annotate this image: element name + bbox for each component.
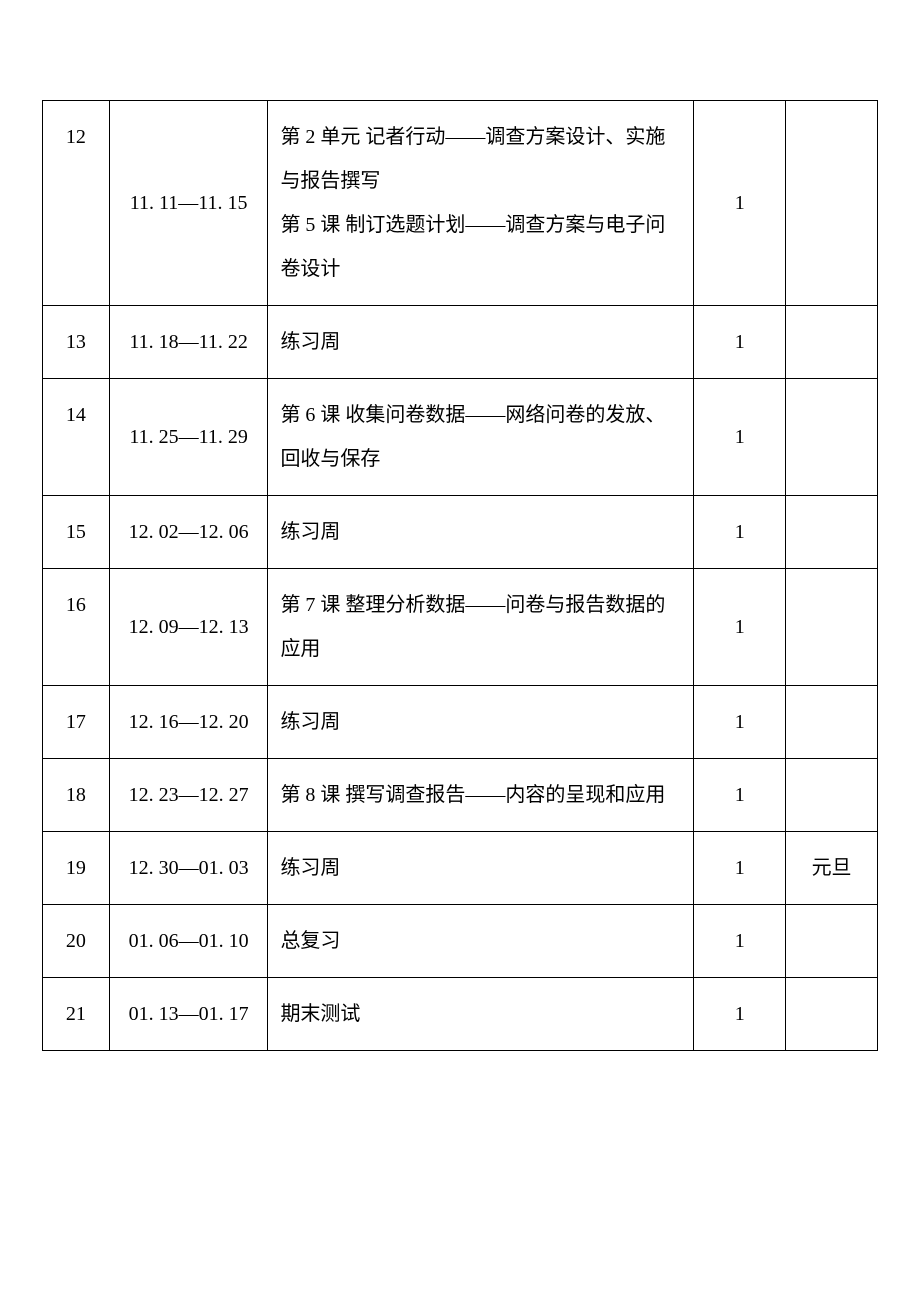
table-row: 12 11. 11—11. 15 第 2 单元 记者行动——调查方案设计、实施与… — [43, 101, 878, 306]
hours-cell: 1 — [694, 759, 786, 832]
hours-cell: 1 — [694, 496, 786, 569]
content-cell: 第 6 课 收集问卷数据——网络问卷的发放、回收与保存 — [268, 379, 694, 496]
content-cell: 第 7 课 整理分析数据——问卷与报告数据的应用 — [268, 569, 694, 686]
dates-cell: 12. 30—01. 03 — [109, 832, 268, 905]
hours-cell: 1 — [694, 686, 786, 759]
note-cell — [786, 306, 878, 379]
dates-cell: 12. 16—12. 20 — [109, 686, 268, 759]
table-row: 19 12. 30—01. 03 练习周 1 元旦 — [43, 832, 878, 905]
dates-cell: 01. 06—01. 10 — [109, 905, 268, 978]
table-row: 15 12. 02—12. 06 练习周 1 — [43, 496, 878, 569]
note-cell — [786, 379, 878, 496]
dates-cell: 12. 02—12. 06 — [109, 496, 268, 569]
hours-cell: 1 — [694, 978, 786, 1051]
dates-cell: 01. 13—01. 17 — [109, 978, 268, 1051]
hours-cell: 1 — [694, 905, 786, 978]
note-cell — [786, 686, 878, 759]
week-cell: 14 — [43, 379, 110, 496]
hours-cell: 1 — [694, 101, 786, 306]
content-cell: 练习周 — [268, 686, 694, 759]
week-cell: 15 — [43, 496, 110, 569]
table-row: 14 11. 25—11. 29 第 6 课 收集问卷数据——网络问卷的发放、回… — [43, 379, 878, 496]
content-cell: 练习周 — [268, 832, 694, 905]
hours-cell: 1 — [694, 832, 786, 905]
dates-cell: 11. 11—11. 15 — [109, 101, 268, 306]
content-cell: 第 2 单元 记者行动——调查方案设计、实施与报告撰写第 5 课 制订选题计划—… — [268, 101, 694, 306]
week-cell: 19 — [43, 832, 110, 905]
week-cell: 21 — [43, 978, 110, 1051]
note-cell: 元旦 — [786, 832, 878, 905]
week-cell: 17 — [43, 686, 110, 759]
week-cell: 13 — [43, 306, 110, 379]
dates-cell: 12. 09—12. 13 — [109, 569, 268, 686]
note-cell — [786, 759, 878, 832]
week-cell: 20 — [43, 905, 110, 978]
note-cell — [786, 496, 878, 569]
note-cell — [786, 569, 878, 686]
hours-cell: 1 — [694, 306, 786, 379]
note-cell — [786, 978, 878, 1051]
note-cell — [786, 101, 878, 306]
dates-cell: 12. 23—12. 27 — [109, 759, 268, 832]
schedule-table: 12 11. 11—11. 15 第 2 单元 记者行动——调查方案设计、实施与… — [42, 100, 878, 1051]
content-cell: 第 8 课 撰写调查报告——内容的呈现和应用 — [268, 759, 694, 832]
table-row: 13 11. 18—11. 22 练习周 1 — [43, 306, 878, 379]
week-cell: 16 — [43, 569, 110, 686]
dates-cell: 11. 18—11. 22 — [109, 306, 268, 379]
dates-cell: 11. 25—11. 29 — [109, 379, 268, 496]
note-cell — [786, 905, 878, 978]
hours-cell: 1 — [694, 569, 786, 686]
table-row: 16 12. 09—12. 13 第 7 课 整理分析数据——问卷与报告数据的应… — [43, 569, 878, 686]
week-cell: 12 — [43, 101, 110, 306]
content-cell: 总复习 — [268, 905, 694, 978]
schedule-table-body: 12 11. 11—11. 15 第 2 单元 记者行动——调查方案设计、实施与… — [43, 101, 878, 1051]
content-cell: 练习周 — [268, 306, 694, 379]
content-cell: 期末测试 — [268, 978, 694, 1051]
hours-cell: 1 — [694, 379, 786, 496]
table-row: 18 12. 23—12. 27 第 8 课 撰写调查报告——内容的呈现和应用 … — [43, 759, 878, 832]
table-row: 20 01. 06—01. 10 总复习 1 — [43, 905, 878, 978]
week-cell: 18 — [43, 759, 110, 832]
table-row: 21 01. 13—01. 17 期末测试 1 — [43, 978, 878, 1051]
table-row: 17 12. 16—12. 20 练习周 1 — [43, 686, 878, 759]
content-cell: 练习周 — [268, 496, 694, 569]
